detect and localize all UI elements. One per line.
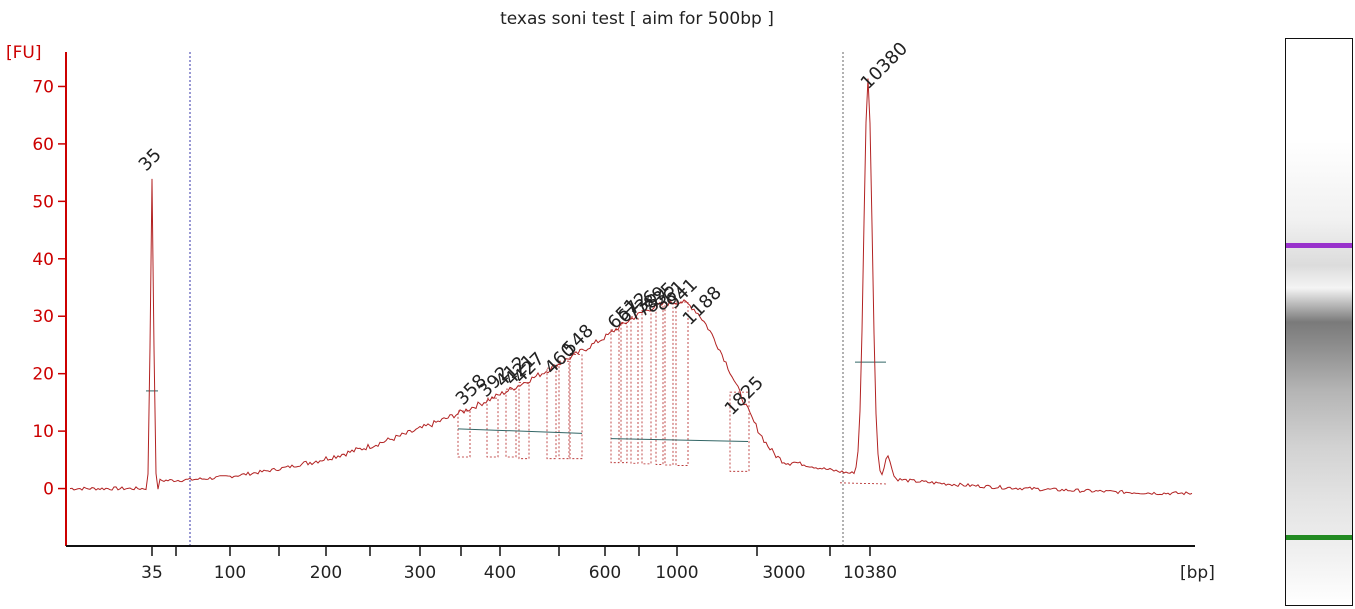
peak-fill-boxes [146,301,887,485]
x-axis-label: [bp] [1180,563,1215,583]
lower-marker-label: 35 [135,144,166,175]
y-axis-label: [FU] [6,43,42,63]
x-ticks: 35 100 200 300 400 600 1000 3000 10380 [141,546,897,583]
gel-image [1285,38,1353,606]
peak-labels: 3583924124214274605486516727367898358619… [452,274,768,419]
gel-upper-marker-band [1286,243,1352,248]
x-tick-label: 100 [214,563,246,583]
x-tick-label: 3000 [762,563,805,583]
x-tick-label: 200 [310,563,342,583]
fluorescence-trace [69,78,1193,496]
x-tick-label: 600 [589,563,621,583]
y-tick-label: 50 [32,192,54,212]
chart-title: texas soni test [ aim for 500bp ] [500,9,774,29]
upper-marker-label: 10380 [857,38,912,93]
y-ticks: 0 10 20 30 40 50 60 70 [32,77,66,500]
y-tick-label: 10 [32,422,54,442]
y-tick-label: 0 [43,480,54,500]
x-tick-label: 35 [141,563,163,583]
peak-label: 1825 [721,372,768,419]
axes [65,52,1195,547]
electropherogram-chart: texas soni test [ aim for 500bp ] [FU] [… [6,9,1215,583]
x-tick-label: 300 [404,563,436,583]
y-tick-label: 20 [32,365,54,385]
y-tick-label: 30 [32,307,54,327]
gel-lower-marker-band [1286,535,1352,540]
y-tick-label: 70 [32,77,54,97]
gel-lane [1286,39,1352,605]
x-tick-label: 10380 [843,563,897,583]
y-tick-label: 40 [32,250,54,270]
y-tick-label: 60 [32,135,54,155]
x-tick-label: 400 [484,563,516,583]
x-tick-label: 1000 [655,563,698,583]
dotted-marker-lines [189,52,844,546]
